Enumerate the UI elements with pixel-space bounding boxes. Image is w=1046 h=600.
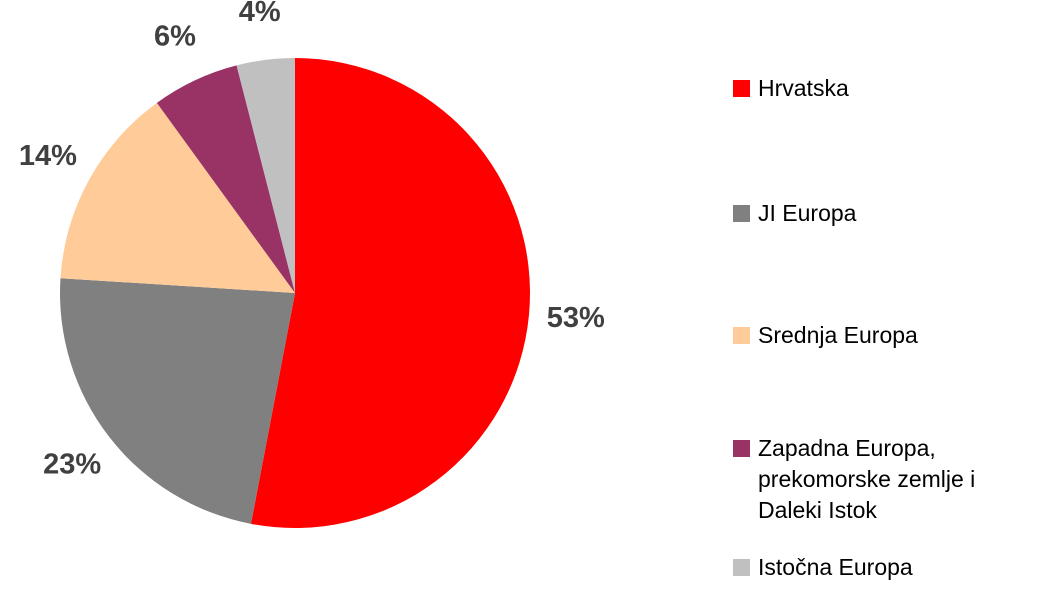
legend-swatch	[733, 80, 750, 97]
legend-item: JI Europa	[733, 198, 1043, 229]
legend-item: Istočna Europa	[733, 552, 1043, 583]
legend-swatch	[733, 440, 750, 457]
value-label: 53%	[547, 302, 605, 334]
pie-slice	[156, 65, 295, 293]
pie-slice	[60, 278, 296, 524]
legend-item: Srednja Europa	[733, 320, 1043, 351]
value-label: 14%	[19, 140, 77, 172]
legend-label: Zapadna Europa, prekomorske zemlje i Dal…	[758, 435, 976, 523]
legend-label: Istočna Europa	[758, 554, 913, 580]
value-label: 6%	[154, 20, 196, 52]
legend-item: Hrvatska	[733, 73, 1043, 104]
legend-item: Zapadna Europa, prekomorske zemlje i Dal…	[733, 433, 1043, 526]
legend-label: Hrvatska	[758, 75, 849, 101]
value-label: 4%	[239, 0, 281, 28]
legend-label: JI Europa	[758, 200, 857, 226]
legend-swatch	[733, 559, 750, 576]
legend-label: Srednja Europa	[758, 322, 918, 348]
legend-swatch	[733, 205, 750, 222]
pie-slice	[60, 102, 296, 293]
value-label: 23%	[43, 448, 101, 480]
legend-swatch	[733, 327, 750, 344]
pie-slice	[250, 58, 531, 528]
pie-slice	[236, 58, 295, 293]
